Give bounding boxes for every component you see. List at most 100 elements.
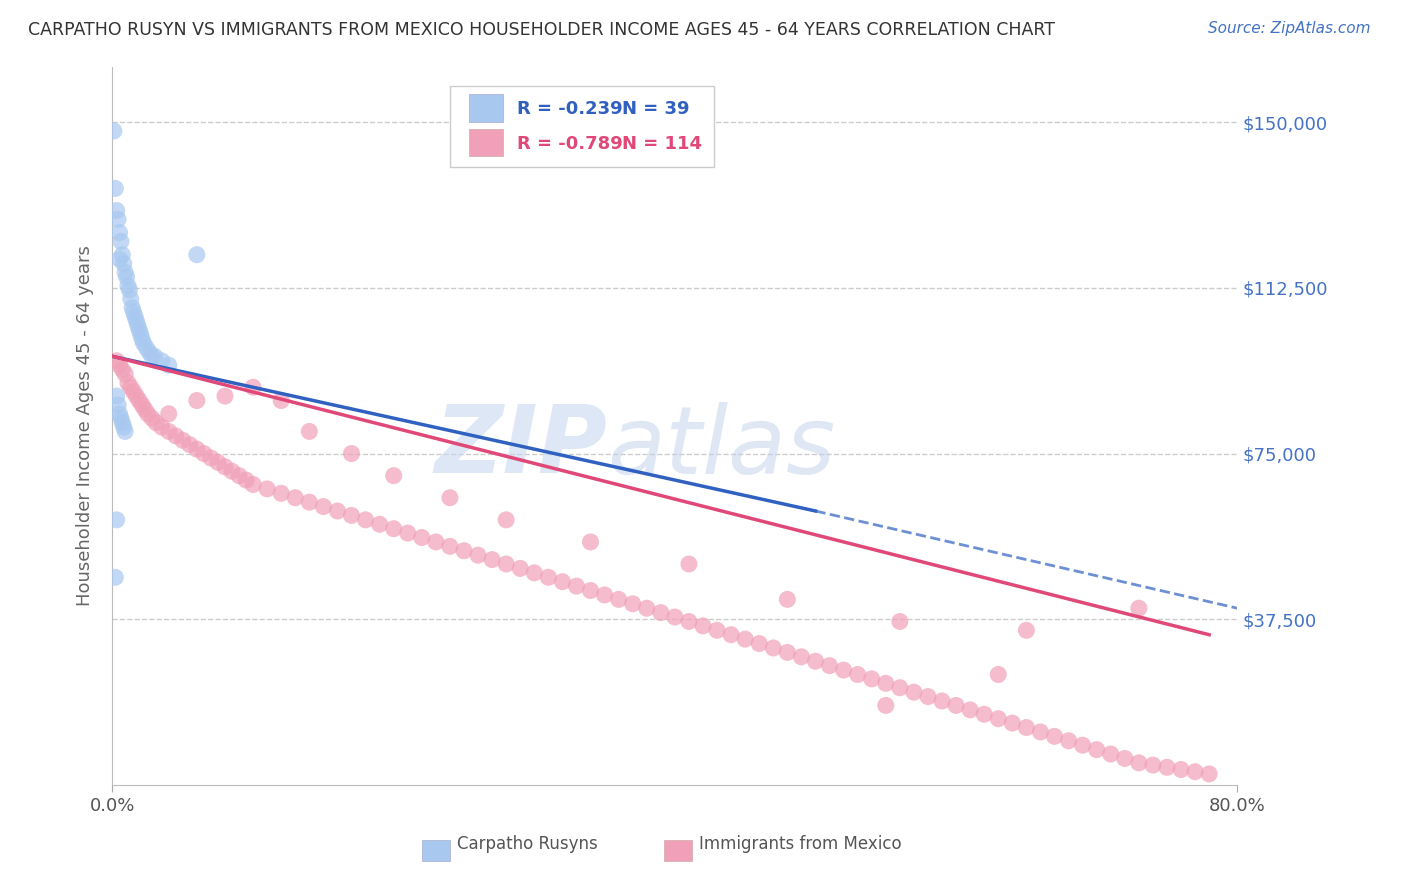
Point bbox=[114, 367, 136, 381]
Point bbox=[108, 226, 131, 240]
Point bbox=[118, 283, 141, 297]
Point bbox=[762, 640, 785, 655]
Point bbox=[132, 336, 155, 351]
Point bbox=[122, 305, 145, 319]
Point bbox=[692, 619, 714, 633]
Point bbox=[111, 416, 134, 430]
Point bbox=[931, 694, 953, 708]
Text: Source: ZipAtlas.com: Source: ZipAtlas.com bbox=[1208, 21, 1371, 36]
Point bbox=[509, 561, 531, 575]
Point bbox=[104, 570, 127, 584]
Point bbox=[664, 610, 686, 624]
Text: CARPATHO RUSYN VS IMMIGRANTS FROM MEXICO HOUSEHOLDER INCOME AGES 45 - 64 YEARS C: CARPATHO RUSYN VS IMMIGRANTS FROM MEXICO… bbox=[28, 21, 1054, 38]
Point bbox=[1043, 730, 1066, 744]
Point bbox=[326, 504, 349, 518]
Point bbox=[1029, 725, 1052, 739]
Point bbox=[439, 539, 461, 553]
Point bbox=[973, 707, 995, 722]
Point bbox=[112, 256, 135, 270]
Point bbox=[312, 500, 335, 514]
Point bbox=[720, 628, 742, 642]
Point bbox=[889, 615, 911, 629]
Point bbox=[804, 654, 827, 668]
FancyBboxPatch shape bbox=[470, 95, 503, 121]
Point bbox=[650, 606, 672, 620]
Point bbox=[165, 429, 187, 443]
Point bbox=[706, 624, 728, 638]
Point bbox=[818, 658, 841, 673]
Point bbox=[382, 522, 405, 536]
Point bbox=[1184, 764, 1206, 779]
Point bbox=[875, 698, 897, 713]
Point bbox=[136, 407, 159, 421]
Point bbox=[1085, 742, 1108, 756]
FancyBboxPatch shape bbox=[450, 87, 714, 168]
Point bbox=[368, 517, 391, 532]
Point bbox=[846, 667, 869, 681]
Point bbox=[186, 248, 208, 262]
Point bbox=[157, 407, 180, 421]
Point bbox=[1198, 767, 1220, 781]
Point bbox=[636, 601, 658, 615]
Text: R = -0.789: R = -0.789 bbox=[517, 135, 623, 153]
Text: Immigrants from Mexico: Immigrants from Mexico bbox=[699, 835, 901, 853]
Point bbox=[104, 181, 127, 195]
Point bbox=[179, 438, 201, 452]
Text: ZIP: ZIP bbox=[434, 401, 607, 493]
Point bbox=[439, 491, 461, 505]
Point bbox=[298, 495, 321, 509]
Point bbox=[284, 491, 307, 505]
Point bbox=[228, 468, 250, 483]
Point bbox=[120, 292, 142, 306]
Point bbox=[117, 278, 139, 293]
Y-axis label: Householder Income Ages 45 - 64 years: Householder Income Ages 45 - 64 years bbox=[76, 245, 94, 607]
Point bbox=[242, 380, 264, 394]
Point bbox=[889, 681, 911, 695]
Point bbox=[214, 459, 236, 474]
Point bbox=[607, 592, 630, 607]
Point bbox=[396, 526, 419, 541]
Point bbox=[105, 513, 128, 527]
FancyBboxPatch shape bbox=[422, 839, 450, 861]
Point bbox=[150, 353, 173, 368]
Point bbox=[128, 323, 150, 337]
Point bbox=[621, 597, 644, 611]
Point bbox=[186, 442, 208, 457]
Point bbox=[120, 380, 142, 394]
Point bbox=[776, 592, 799, 607]
Point bbox=[411, 531, 433, 545]
Point bbox=[125, 314, 148, 328]
Point bbox=[776, 645, 799, 659]
Point bbox=[1001, 716, 1024, 731]
Point bbox=[1015, 624, 1038, 638]
Point bbox=[221, 464, 243, 478]
Point bbox=[678, 615, 700, 629]
Point bbox=[1128, 756, 1150, 770]
Text: N = 39: N = 39 bbox=[621, 100, 689, 118]
Point bbox=[150, 420, 173, 434]
Point bbox=[790, 649, 813, 664]
Point bbox=[110, 411, 132, 425]
Point bbox=[129, 327, 152, 342]
Point bbox=[678, 557, 700, 571]
Point bbox=[1057, 733, 1080, 747]
Point bbox=[917, 690, 939, 704]
Point bbox=[111, 248, 134, 262]
Point bbox=[903, 685, 925, 699]
Point bbox=[270, 393, 292, 408]
Point bbox=[340, 446, 363, 460]
Point bbox=[111, 362, 134, 376]
Point bbox=[537, 570, 560, 584]
Point bbox=[860, 672, 883, 686]
Point bbox=[340, 508, 363, 523]
Point bbox=[125, 389, 148, 403]
Point bbox=[143, 349, 166, 363]
Point bbox=[138, 345, 160, 359]
Point bbox=[131, 398, 153, 412]
Point bbox=[495, 557, 517, 571]
Point bbox=[551, 574, 574, 589]
FancyBboxPatch shape bbox=[664, 839, 692, 861]
Point bbox=[959, 703, 981, 717]
Point bbox=[172, 434, 194, 448]
Point bbox=[565, 579, 588, 593]
